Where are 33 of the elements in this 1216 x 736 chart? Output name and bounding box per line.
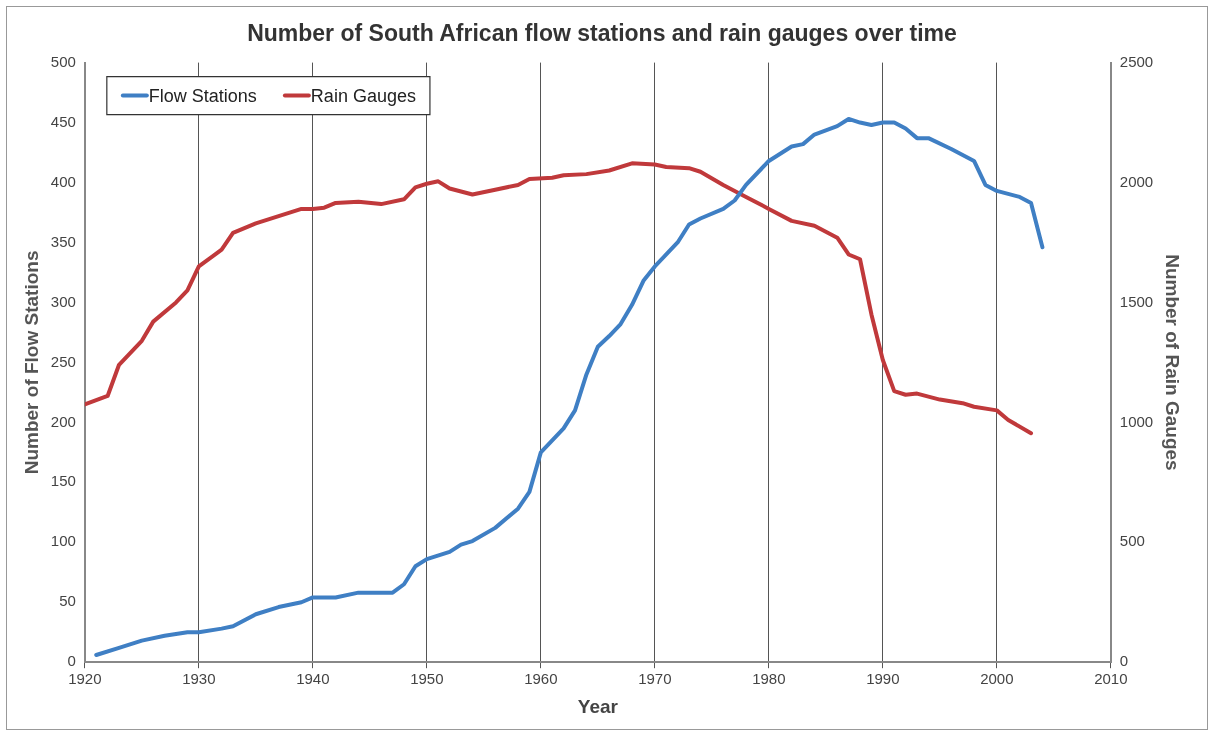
x-tick-label: 2000 [980, 670, 1014, 688]
y-tick-label: 250 [50, 352, 76, 370]
y-tick-label: 400 [50, 172, 76, 190]
y2-tick-label: 2500 [1119, 52, 1154, 70]
x-tick-label: 1990 [866, 670, 900, 688]
legend-label: Flow Stations [148, 85, 257, 106]
y-tick-label: 150 [50, 472, 76, 490]
x-tick-label: 1960 [524, 670, 558, 688]
y-tick-label: 100 [50, 532, 76, 550]
y2-tick-label: 500 [1119, 532, 1145, 550]
x-tick-label: 1980 [752, 670, 786, 688]
y-tick-label: 350 [50, 232, 76, 250]
y2-axis-title: Number of Rain Gauges [1162, 254, 1184, 471]
x-tick-label: 2010 [1094, 670, 1128, 688]
y-tick-label: 300 [50, 292, 76, 310]
chart-title: Number of South African flow stations and rain gauges over time [247, 20, 957, 47]
y-tick-label: 500 [50, 52, 76, 70]
y-tick-label: 200 [50, 412, 76, 430]
y-tick-label: 50 [59, 592, 76, 610]
y2-tick-label: 2000 [1119, 172, 1154, 190]
legend-label: Rain Gauges [310, 85, 416, 106]
y2-tick-label: 1000 [1119, 412, 1154, 430]
x-tick-label: 1940 [296, 670, 330, 688]
x-axis-title: Year [577, 695, 619, 717]
x-tick-label: 1920 [68, 670, 102, 688]
y2-tick-label: 0 [1119, 652, 1129, 670]
x-tick-label: 1950 [410, 670, 444, 688]
x-tick-label: 1930 [182, 670, 216, 688]
y-tick-label: 450 [50, 112, 76, 130]
x-tick-label: 1970 [638, 670, 672, 688]
y-axis-title: Number of Flow Stations [20, 250, 42, 475]
y-tick-label: 0 [67, 652, 76, 670]
y2-tick-label: 1500 [1119, 292, 1154, 310]
